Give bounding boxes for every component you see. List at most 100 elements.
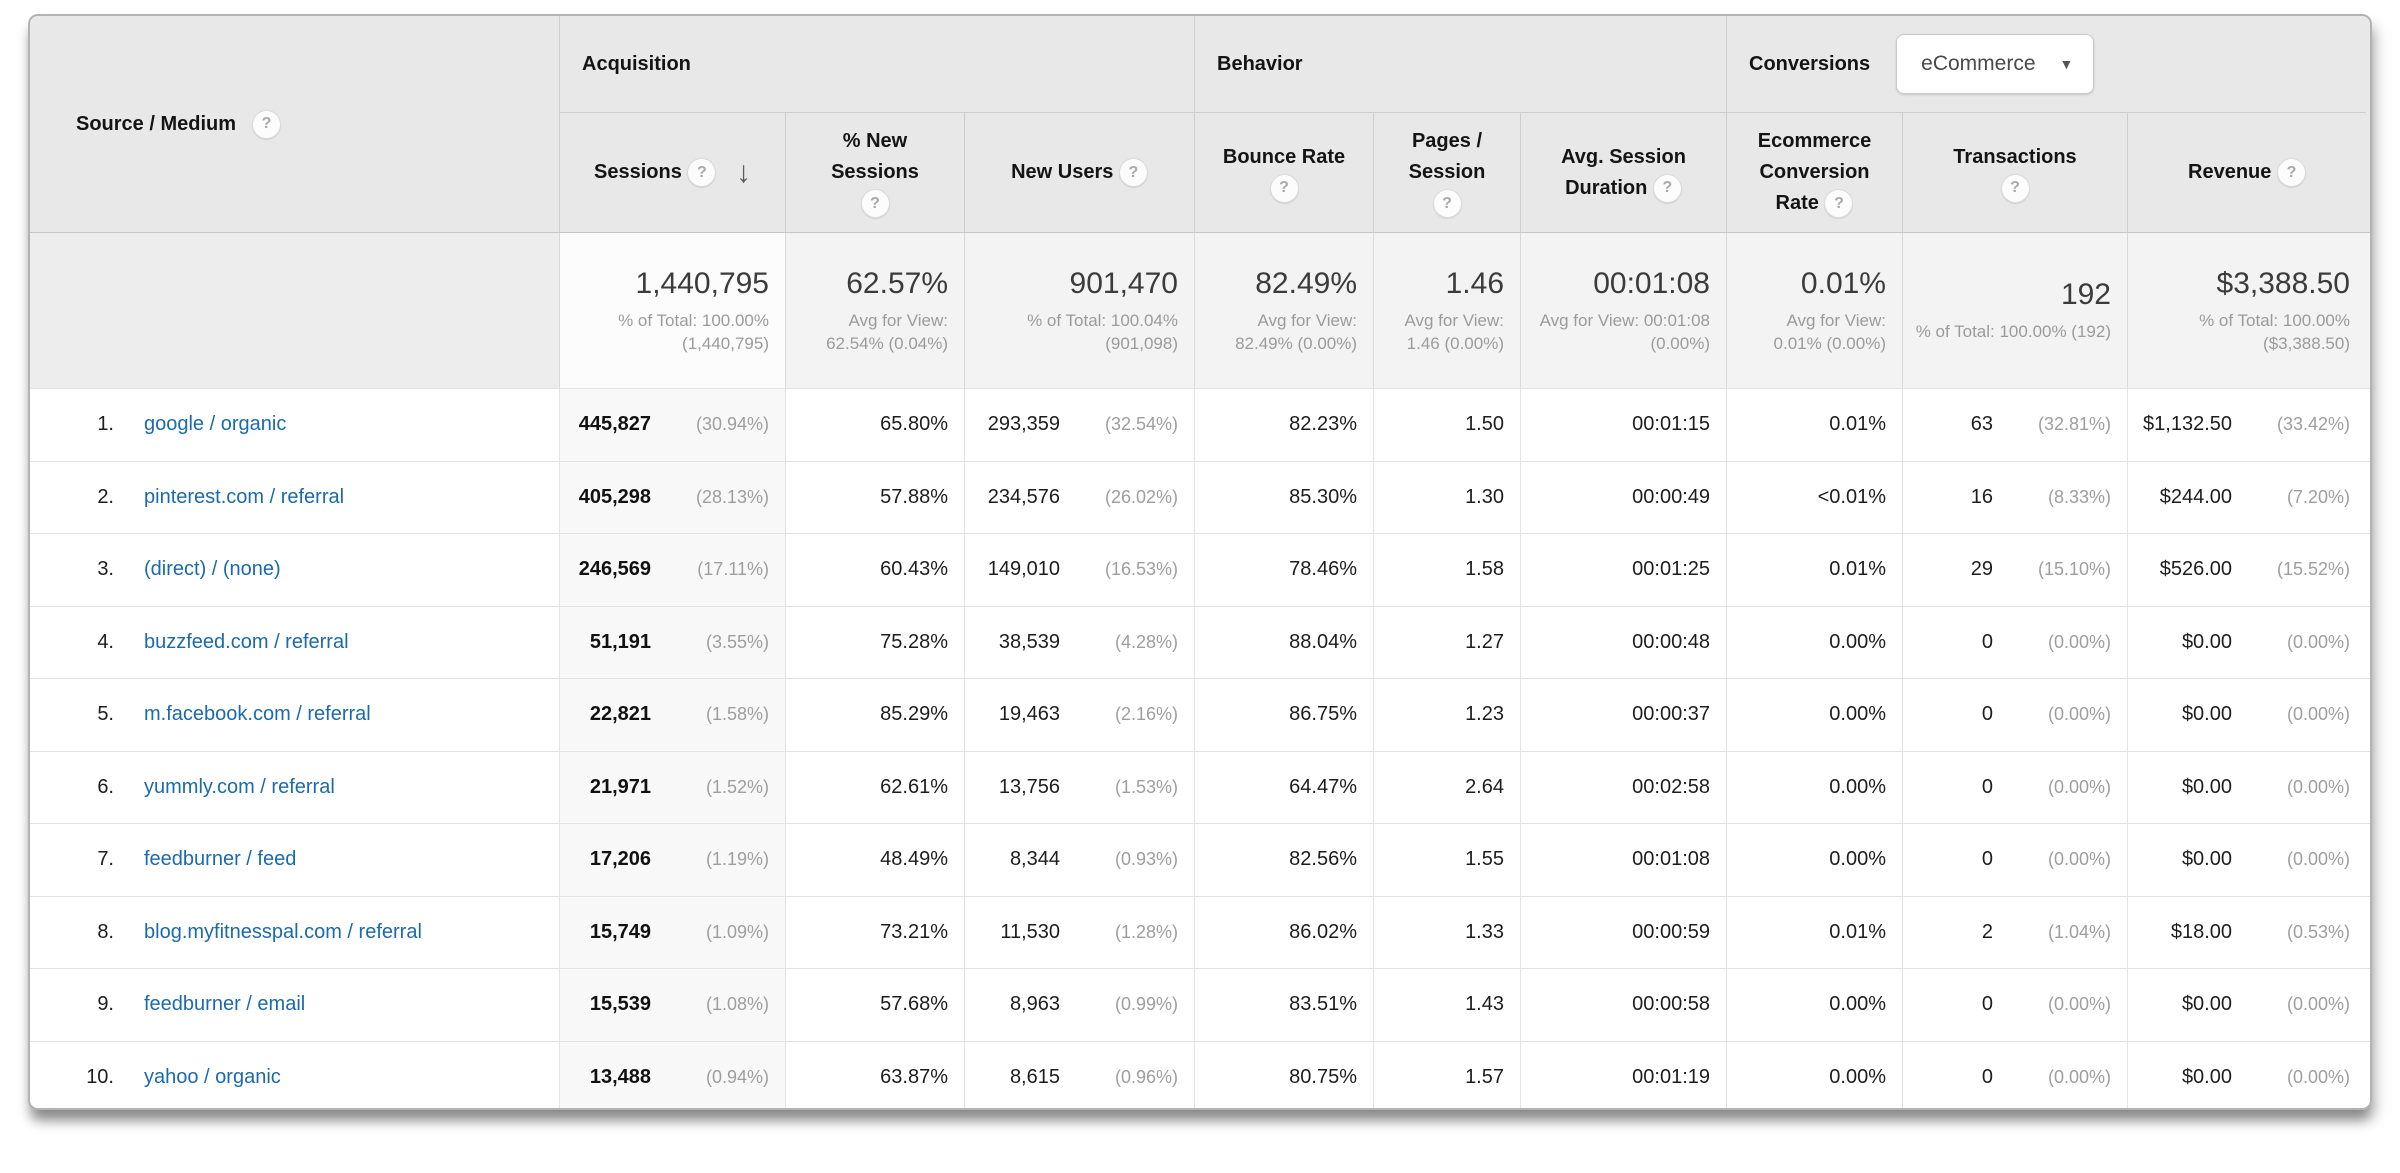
column-header-revenue[interactable]: Revenue ? — [2127, 112, 2366, 232]
totals-percent-new-sessions-cell: 62.57% Avg for View: 62.54% (0.04%) — [785, 233, 964, 388]
pages-per-session-cell: 1.50 — [1373, 389, 1520, 461]
source-medium-link[interactable]: google / organic — [144, 413, 287, 436]
metric-percent-of-total: (0.53%) — [2286, 921, 2350, 942]
source-medium-cell: 10. yahoo / organic — [30, 1042, 559, 1109]
column-header-transactions[interactable]: Transactions ? — [1902, 112, 2127, 232]
column-header-pages-per-session[interactable]: Pages / Session ? — [1373, 112, 1520, 232]
conversions-goal-dropdown[interactable]: eCommerce ▼ — [1896, 34, 2095, 94]
metric-value: 00:01:19 — [1632, 1065, 1710, 1088]
row-rank: 2. — [97, 485, 114, 508]
column-label: Bounce Rate — [1222, 145, 1346, 168]
sessions-cell: 445,827 (30.94%) — [559, 389, 785, 461]
column-header-source-medium[interactable]: Source / Medium ? — [30, 16, 559, 232]
column-label: Revenue — [2188, 161, 2272, 183]
help-icon[interactable]: ? — [1824, 189, 1854, 219]
percent-new-sessions-cell: 63.87% — [785, 1041, 964, 1108]
column-header-sessions[interactable]: Sessions ? ↓ — [559, 112, 785, 232]
column-header-bounce-rate[interactable]: Bounce Rate ? — [1194, 112, 1373, 232]
total-value: 192 — [2060, 278, 2111, 311]
column-label: Transactions — [1953, 145, 2077, 168]
total-note: % of Total: 100.00% ($3,388.50) — [2199, 310, 2350, 353]
metric-value: 0 — [1981, 1065, 1993, 1088]
metric-value: 0 — [1981, 703, 1993, 726]
column-header-ecommerce-conversion-rate[interactable]: Ecommerce Conversion Rate ? — [1726, 112, 1902, 232]
avg-session-duration-cell: 00:01:25 — [1520, 534, 1726, 606]
group-label: Acquisition — [582, 52, 691, 75]
metric-value: 00:00:48 — [1632, 630, 1710, 653]
sessions-cell: 246,569 (17.11%) — [559, 534, 785, 606]
column-label: Ecommerce Conversion Rate — [1757, 130, 1872, 214]
metric-value: 21,971 — [589, 775, 651, 798]
percent-new-sessions-cell: 62.61% — [785, 751, 964, 823]
metric-value: 1.57 — [1465, 1065, 1504, 1088]
metric-value: <0.01% — [1817, 485, 1886, 508]
metric-value: 0.00% — [1829, 703, 1886, 726]
row-rank: 4. — [97, 630, 114, 653]
source-medium-link[interactable]: yummly.com / referral — [144, 775, 335, 798]
source-medium-link[interactable]: yahoo / organic — [144, 1065, 281, 1088]
metric-value: 82.56% — [1289, 848, 1357, 871]
avg-session-duration-cell: 00:00:59 — [1520, 896, 1726, 968]
metric-percent-of-total: (0.99%) — [1114, 994, 1178, 1015]
source-medium-link[interactable]: feedburner / email — [144, 993, 306, 1016]
percent-new-sessions-cell: 85.29% — [785, 679, 964, 751]
help-icon[interactable]: ? — [1118, 158, 1148, 188]
ga-sources-table: Source / Medium ? Acquisition Behavior C… — [28, 14, 2372, 1110]
ecommerce-conversion-rate-cell: 0.01% — [1726, 389, 1902, 461]
revenue-cell: $0.00 (0.00%) — [2127, 824, 2366, 896]
sort-descending-icon[interactable]: ↓ — [735, 155, 751, 189]
column-header-avg-session-duration[interactable]: Avg. Session Duration ? — [1520, 112, 1726, 232]
help-icon[interactable]: ? — [1432, 189, 1462, 219]
metric-percent-of-total: (1.09%) — [705, 921, 769, 942]
source-medium-link[interactable]: blog.myfitnesspal.com / referral — [144, 920, 422, 943]
help-icon[interactable]: ? — [252, 109, 282, 139]
bounce-rate-cell: 82.56% — [1194, 824, 1373, 896]
revenue-cell: $0.00 (0.00%) — [2127, 679, 2366, 751]
source-medium-link[interactable]: buzzfeed.com / referral — [144, 630, 349, 653]
pages-per-session-cell: 1.57 — [1373, 1041, 1520, 1108]
column-header-percent-new-sessions[interactable]: % New Sessions ? — [785, 112, 964, 232]
source-medium-cell: 8. blog.myfitnesspal.com / referral — [30, 897, 559, 969]
metric-percent-of-total: (26.02%) — [1104, 486, 1178, 507]
table-row: 5. m.facebook.com / referral 22,821 (1.58… — [30, 678, 2370, 751]
new-users-cell: 38,539 (4.28%) — [964, 606, 1194, 678]
metric-value: $0.00 — [2181, 703, 2232, 726]
pages-per-session-cell: 1.58 — [1373, 534, 1520, 606]
source-medium-link[interactable]: (direct) / (none) — [144, 558, 281, 581]
help-icon[interactable]: ? — [687, 158, 717, 188]
avg-session-duration-cell: 00:02:58 — [1520, 751, 1726, 823]
column-header-new-users[interactable]: New Users ? — [964, 112, 1194, 232]
group-header-conversions: Conversions eCommerce ▼ — [1726, 16, 2366, 112]
help-icon[interactable]: ? — [2276, 158, 2306, 188]
help-icon[interactable]: ? — [860, 189, 890, 219]
metric-value: 60.43% — [880, 558, 948, 581]
revenue-cell: $0.00 (0.00%) — [2127, 606, 2366, 678]
metric-value: 15,539 — [589, 993, 651, 1016]
metric-value: 1.58 — [1465, 558, 1504, 581]
avg-session-duration-cell: 00:01:08 — [1520, 824, 1726, 896]
metric-percent-of-total: (4.28%) — [1114, 631, 1178, 652]
metric-value: $0.00 — [2181, 993, 2232, 1016]
totals-bounce-rate-cell: 82.49% Avg for View: 82.49% (0.00%) — [1194, 233, 1373, 388]
total-value: 1.46 — [1445, 266, 1504, 300]
row-rank: 5. — [97, 703, 114, 726]
transactions-cell: 29 (15.10%) — [1902, 534, 2127, 606]
metric-percent-of-total: (0.00%) — [2286, 1066, 2350, 1087]
total-value: 00:01:08 — [1593, 266, 1710, 300]
source-medium-link[interactable]: feedburner / feed — [144, 848, 297, 871]
pages-per-session-cell: 1.33 — [1373, 896, 1520, 968]
metric-value: 8,344 — [1009, 848, 1060, 871]
metric-value: 75.28% — [880, 630, 948, 653]
revenue-cell: $1,132.50 (33.42%) — [2127, 389, 2366, 461]
total-value: 62.57% — [846, 266, 948, 300]
metric-value: 80.75% — [1289, 1065, 1357, 1088]
help-icon[interactable]: ? — [2000, 173, 2030, 203]
metric-value: 00:00:37 — [1632, 703, 1710, 726]
source-medium-link[interactable]: pinterest.com / referral — [144, 485, 345, 508]
help-icon[interactable]: ? — [1269, 173, 1299, 203]
help-icon[interactable]: ? — [1652, 173, 1682, 203]
metric-percent-of-total: (1.53%) — [1114, 776, 1178, 797]
source-medium-link[interactable]: m.facebook.com / referral — [144, 703, 371, 726]
metric-percent-of-total: (0.00%) — [2286, 994, 2350, 1015]
bounce-rate-cell: 86.02% — [1194, 896, 1373, 968]
